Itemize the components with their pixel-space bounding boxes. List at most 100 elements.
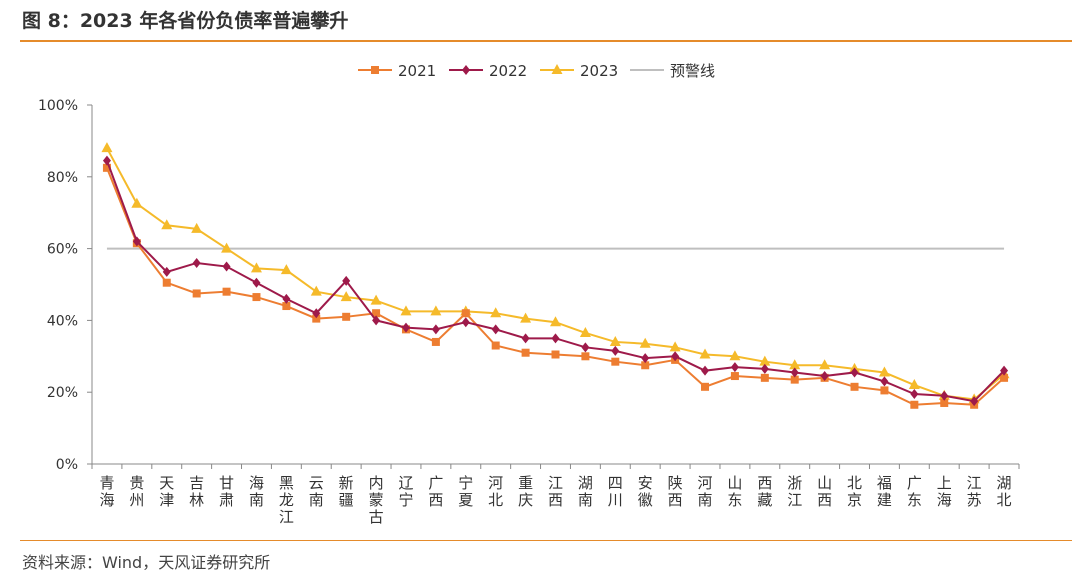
point-2023	[221, 242, 233, 253]
x-tick-label: 山东	[727, 474, 742, 509]
y-tick-label: 100%	[38, 98, 78, 114]
x-tick-label: 宁夏	[458, 474, 473, 509]
point-2021	[491, 341, 500, 350]
point-2023	[550, 316, 561, 327]
point-2021	[641, 361, 650, 370]
x-tick-char: 西	[428, 491, 443, 509]
x-tick-char: 吉	[189, 474, 204, 492]
point-2021	[312, 314, 321, 323]
point-2022	[820, 371, 829, 382]
point-2022	[252, 277, 261, 288]
x-tick-char: 江	[967, 474, 982, 492]
x-tick-label: 重庆	[518, 474, 533, 509]
x-tick-label: 江西	[548, 474, 563, 509]
x-tick-label: 黑龙江	[279, 474, 294, 526]
x-tick-label: 海南	[249, 474, 264, 509]
point-2022	[551, 333, 560, 344]
x-tick-char: 海	[249, 474, 264, 492]
point-2021	[162, 278, 171, 287]
point-2021	[102, 163, 111, 172]
x-tick-char: 南	[309, 491, 324, 509]
point-2021	[342, 312, 351, 321]
point-2022	[162, 266, 171, 277]
point-2021	[790, 375, 799, 384]
point-2023	[340, 291, 352, 302]
x-tick-char: 苏	[967, 491, 982, 509]
x-tick-char: 福	[877, 474, 892, 492]
point-2021	[701, 382, 710, 391]
x-tick-char: 甘	[219, 474, 234, 492]
x-tick-label: 江苏	[967, 474, 982, 509]
point-2023	[430, 305, 442, 316]
x-tick-char: 津	[159, 491, 174, 509]
x-tick-char: 江	[279, 508, 294, 526]
x-tick-char: 重	[518, 474, 533, 492]
point-2023	[161, 219, 173, 230]
x-tick-char: 宁	[458, 474, 473, 492]
x-tick-label: 湖南	[578, 474, 593, 509]
point-2022	[730, 362, 739, 373]
x-tick-char: 东	[907, 491, 922, 509]
x-tick-char: 黑	[279, 474, 294, 492]
point-2022	[312, 308, 321, 319]
point-2022	[461, 317, 470, 328]
y-tick-label: 40%	[47, 313, 78, 329]
x-tick-char: 徽	[638, 491, 653, 509]
x-tick-label: 广东	[907, 474, 922, 509]
x-tick-char: 西	[548, 491, 563, 509]
point-2022	[970, 396, 979, 407]
point-2023	[400, 305, 412, 316]
title-divider	[20, 40, 1072, 42]
point-2022	[641, 353, 650, 364]
point-2021	[880, 386, 889, 395]
x-tick-label: 浙江	[787, 474, 802, 509]
x-tick-char: 湖	[578, 474, 593, 492]
x-tick-char: 广	[428, 474, 443, 492]
point-2022	[701, 365, 710, 376]
legend-label: 2021	[398, 62, 436, 80]
point-2021	[940, 398, 949, 407]
x-tick-char: 山	[817, 474, 832, 492]
x-tick-char: 江	[787, 491, 802, 509]
legend-item: 2021	[358, 62, 436, 80]
point-2021	[910, 400, 919, 409]
x-tick-label: 内蒙古	[369, 474, 384, 526]
x-tick-label: 湖北	[997, 474, 1012, 509]
point-2023	[310, 285, 322, 296]
x-tick-label: 吉林	[189, 474, 204, 509]
x-tick-char: 云	[309, 474, 324, 492]
point-2021	[581, 352, 590, 361]
point-2023	[759, 355, 771, 366]
point-2022	[760, 363, 769, 374]
chart-legend: 2021 2022 2023 预警线	[358, 62, 715, 80]
point-2021	[611, 357, 620, 366]
point-2022	[940, 390, 949, 401]
x-tick-char: 龙	[279, 491, 294, 509]
point-2022	[372, 315, 381, 326]
x-tick-label: 河南	[698, 474, 713, 509]
x-tick-char: 四	[608, 474, 623, 492]
x-tick-char: 湖	[997, 474, 1012, 492]
point-2023	[131, 197, 143, 208]
x-tick-char: 江	[548, 474, 563, 492]
point-2023	[250, 262, 262, 273]
point-2021	[521, 348, 530, 357]
point-2023	[490, 307, 502, 318]
point-2023	[699, 348, 711, 359]
x-tick-char: 庆	[518, 491, 533, 509]
point-2022	[401, 322, 410, 333]
x-tick-char: 浙	[787, 474, 802, 492]
y-tick-label: 80%	[47, 170, 78, 186]
point-2022	[342, 275, 351, 286]
x-tick-label: 贵州	[129, 474, 144, 509]
point-2023	[280, 264, 292, 275]
source-note: 资料来源：Wind，天风证券研究所	[22, 553, 271, 572]
x-tick-label: 广西	[428, 474, 443, 509]
x-tick-char: 肃	[219, 491, 234, 509]
x-tick-label: 甘肃	[219, 474, 234, 509]
point-2023	[789, 359, 801, 370]
legend-label: 预警线	[670, 62, 715, 80]
x-tick-char: 西	[757, 474, 772, 492]
x-tick-char: 贵	[129, 474, 144, 492]
series-line-2022	[106, 160, 1005, 403]
